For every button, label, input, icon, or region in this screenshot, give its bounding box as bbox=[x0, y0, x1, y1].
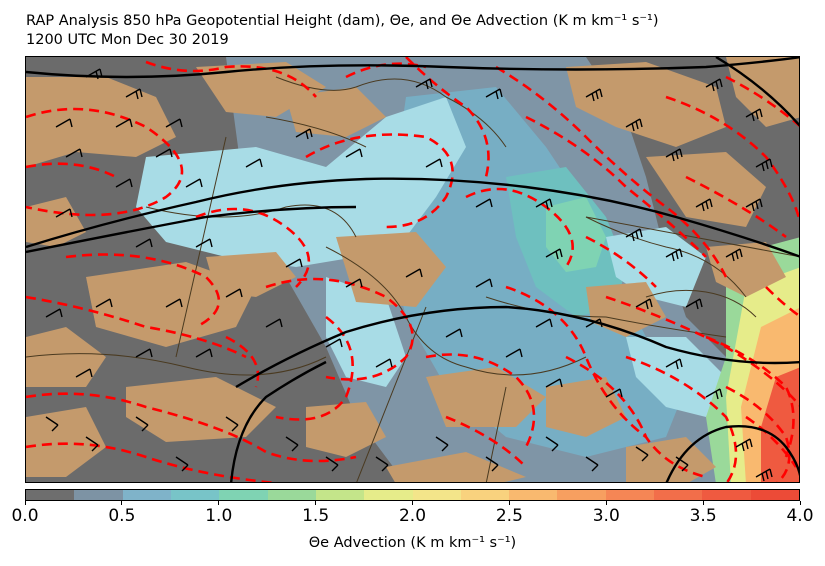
colorbar-label: Θe Advection (K m km⁻¹ s⁻¹) bbox=[308, 535, 517, 551]
colorbar-tick-mark bbox=[799, 501, 801, 505]
colorbar-tick-label: 3.0 bbox=[592, 506, 620, 526]
colorbar-segment bbox=[557, 490, 606, 500]
colorbar-tick-mark bbox=[412, 501, 413, 505]
colorbar-tick: 2.0 bbox=[399, 501, 426, 526]
colorbar-segment bbox=[412, 490, 461, 500]
colorbar-tick-mark bbox=[315, 501, 317, 505]
colorbar-tick: 1.5 bbox=[302, 501, 329, 526]
map-graphic bbox=[26, 57, 799, 482]
colorbar-segment bbox=[702, 490, 751, 500]
colorbar-tick: 0.0 bbox=[11, 501, 39, 526]
colorbar-segment bbox=[364, 490, 413, 500]
colorbar-tick-label: 2.5 bbox=[495, 506, 523, 526]
title-line-1: RAP Analysis 850 hPa Geopotential Height… bbox=[26, 13, 659, 29]
colorbar-segment bbox=[170, 490, 220, 500]
map-title: RAP Analysis 850 hPa Geopotential Height… bbox=[26, 12, 659, 50]
colorbar-tick-mark bbox=[218, 501, 220, 505]
colorbar-tick-label: 2.0 bbox=[398, 506, 427, 526]
colorbar-ticks: 0.0 0.5 1.0 1.5 2.0 2.5 3.0 3.5 4.0 bbox=[11, 501, 814, 531]
colorbar-segment bbox=[509, 490, 558, 500]
light-cyan-region-west bbox=[136, 97, 466, 267]
wind-barbs bbox=[45, 68, 773, 482]
colorbar-segment bbox=[315, 490, 365, 500]
colorbar-tick: 3.0 bbox=[593, 501, 620, 526]
colorbar-tick-mark bbox=[605, 501, 607, 505]
colorbar-tick-label: 4.0 bbox=[786, 506, 814, 526]
colorbar-segment bbox=[605, 490, 655, 500]
colorbar-tick-label: 1.0 bbox=[205, 506, 233, 526]
colorbar-segment bbox=[74, 490, 123, 500]
colorbar-tick: 0.5 bbox=[108, 501, 135, 526]
colorbar-tick: 2.5 bbox=[496, 501, 523, 526]
colorbar-tick: 4.0 bbox=[786, 501, 814, 526]
colorbar-tick-mark bbox=[702, 501, 704, 505]
colorbar-tick-label: 0.5 bbox=[108, 506, 136, 526]
colorbar-tick: 1.0 bbox=[205, 501, 232, 526]
colorbar-tick-label: 1.5 bbox=[302, 506, 330, 526]
colorbar-segment bbox=[460, 490, 510, 500]
colorbar-segment bbox=[26, 490, 75, 500]
height-contours bbox=[26, 57, 799, 482]
colorbar-tick-mark bbox=[24, 501, 26, 505]
colorbar-segment bbox=[267, 490, 316, 500]
colorbar-tick: 3.5 bbox=[690, 501, 717, 526]
colorbar bbox=[25, 489, 800, 501]
colorbar-tick-label: 0.0 bbox=[11, 506, 39, 526]
colorbar-segment bbox=[750, 490, 799, 500]
map-panel bbox=[25, 56, 800, 483]
coastline-lines bbox=[26, 76, 799, 482]
colorbar-tick-mark bbox=[121, 501, 123, 505]
colorbar-tick-label: 3.5 bbox=[689, 506, 717, 526]
thetae-contours bbox=[26, 57, 799, 482]
colorbar-segment bbox=[219, 490, 268, 500]
colorbar-tick-mark bbox=[508, 501, 510, 505]
title-line-2: 1200 UTC Mon Dec 30 2019 bbox=[26, 32, 229, 48]
colorbar-segment bbox=[654, 490, 703, 500]
colorbar-segment bbox=[122, 490, 171, 500]
